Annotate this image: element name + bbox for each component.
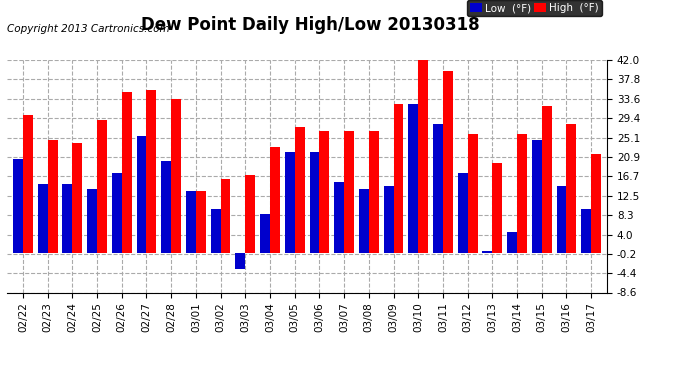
Bar bbox=[344, 131, 354, 253]
Bar bbox=[87, 189, 97, 253]
Bar bbox=[517, 134, 527, 253]
Bar bbox=[334, 182, 344, 253]
Bar bbox=[482, 251, 493, 253]
Bar bbox=[433, 124, 443, 253]
Bar bbox=[418, 56, 428, 253]
Bar bbox=[186, 191, 196, 253]
Bar bbox=[468, 134, 477, 253]
Bar bbox=[196, 191, 206, 253]
Bar bbox=[245, 175, 255, 253]
Legend: Low  (°F), High  (°F): Low (°F), High (°F) bbox=[466, 0, 602, 16]
Bar bbox=[408, 104, 418, 253]
Bar bbox=[260, 214, 270, 253]
Text: Dew Point Daily High/Low 20130318: Dew Point Daily High/Low 20130318 bbox=[141, 16, 480, 34]
Bar bbox=[581, 209, 591, 253]
Bar bbox=[591, 154, 601, 253]
Bar bbox=[443, 72, 453, 253]
Bar bbox=[557, 186, 566, 253]
Bar bbox=[97, 120, 107, 253]
Bar bbox=[235, 253, 245, 269]
Bar bbox=[295, 127, 304, 253]
Bar bbox=[146, 90, 157, 253]
Bar bbox=[507, 232, 517, 253]
Bar bbox=[161, 161, 171, 253]
Bar bbox=[285, 152, 295, 253]
Bar bbox=[319, 131, 329, 253]
Bar bbox=[121, 92, 132, 253]
Bar bbox=[72, 143, 82, 253]
Bar bbox=[532, 140, 542, 253]
Bar bbox=[369, 131, 379, 253]
Bar bbox=[542, 106, 551, 253]
Bar bbox=[493, 164, 502, 253]
Bar bbox=[63, 184, 72, 253]
Bar bbox=[566, 124, 576, 253]
Bar bbox=[457, 172, 468, 253]
Bar bbox=[359, 189, 369, 253]
Bar bbox=[48, 140, 57, 253]
Bar bbox=[310, 152, 319, 253]
Bar bbox=[210, 209, 221, 253]
Bar bbox=[13, 159, 23, 253]
Bar bbox=[112, 172, 121, 253]
Bar bbox=[384, 186, 393, 253]
Bar bbox=[171, 99, 181, 253]
Bar bbox=[23, 115, 33, 253]
Bar bbox=[221, 180, 230, 253]
Bar bbox=[137, 136, 146, 253]
Bar bbox=[38, 184, 48, 253]
Bar bbox=[270, 147, 280, 253]
Bar bbox=[393, 104, 404, 253]
Text: Copyright 2013 Cartronics.com: Copyright 2013 Cartronics.com bbox=[7, 24, 170, 34]
